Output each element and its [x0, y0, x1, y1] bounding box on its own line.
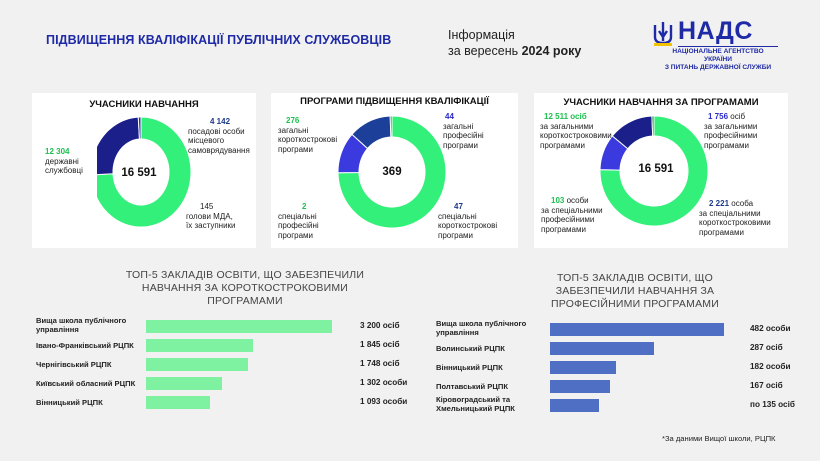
donut-slice-4 [389, 115, 393, 138]
panel1-title: УЧАСНИКИ НАВЧАННЯ [89, 99, 199, 110]
donut-participants-by-program [600, 115, 709, 227]
bar-label: Вища школа публічного управління [36, 316, 127, 334]
bar-value-label: 1 302 особи [360, 378, 408, 387]
bar [550, 342, 654, 355]
footnote: *За даними Вищої школи, РЦПК [662, 434, 776, 443]
panel2-title: ПРОГРАМИ ПІДВИЩЕННЯ КВАЛІФІКАЦІЇ [300, 96, 489, 107]
bar-label: Волинський РЦПК [436, 344, 505, 353]
donut3-total: 16 591 [638, 163, 674, 175]
bar-label: Івано-Франківський РЦПК [36, 341, 134, 350]
donut-hole [113, 139, 169, 205]
logo-divider [678, 46, 778, 47]
info-line1: Інформація [448, 28, 515, 42]
info-line2: за вересень 2024 року [448, 44, 582, 58]
p3-label-tr: 1 756 осіб за загальними професійними пр… [704, 112, 758, 150]
bar-value-label: 1 845 осіб [360, 340, 400, 349]
left-bars-title: ТОП-5 ЗАКЛАДІВ ОСВІТИ, ЩО ЗАБЕЗПЕЧИЛИ НА… [125, 269, 365, 307]
bar-value-label: 167 осіб [750, 381, 783, 390]
p2-label-tr: 44 загальні професійні програми [443, 112, 484, 150]
bar-value-label: 287 осіб [750, 343, 783, 352]
bar-label: Вінницький РЦПК [36, 398, 103, 407]
page-title: ПІДВИЩЕННЯ КВАЛІФІКАЦІЇ ПУБЛІЧНИХ СЛУЖБО… [46, 33, 392, 47]
p1-label-bottom: 145 голови МДА, їх заступники [186, 202, 236, 230]
bar [550, 399, 599, 412]
donut-programs [337, 115, 446, 229]
bar-value-label: 482 особи [750, 324, 791, 333]
bar-value-label: по 135 осіб [750, 400, 795, 409]
bar-value-label: 182 особи [750, 362, 791, 371]
info-year: 2024 року [521, 44, 582, 58]
bar-label: Полтавський РЦПК [436, 382, 508, 391]
p3-label-bl: 103 особи за спеціальними професійними п… [541, 196, 603, 234]
bar-chart-professional-programs: Вища школа публічного управління 482 особ… [430, 319, 810, 423]
bar-label: Чернігівський РЦПК [36, 360, 112, 369]
bar-value-label: 1 093 особи [360, 397, 408, 406]
donut1-total: 16 591 [121, 167, 157, 179]
bar [146, 377, 222, 390]
bar-label: Київський обласний РЦПК [36, 379, 136, 388]
trident-icon [653, 22, 673, 46]
bar [146, 358, 248, 371]
p3-label-br: 2 221 особа за спеціальними короткострок… [699, 199, 771, 237]
p2-label-bl: 2 спеціальні професійні програми [278, 202, 319, 240]
bar [146, 396, 210, 409]
donut-hole [620, 136, 688, 206]
bar-label: Вища школа публічного управління [436, 319, 527, 337]
report-period: Інформація за вересень 2024 року [448, 27, 581, 59]
donut-slice-4 [651, 115, 655, 137]
bar-value-label: 3 200 осіб [360, 321, 400, 330]
p1-label-left: 12 304 державні службовці [45, 147, 83, 175]
p1-label-right: 4 142 посадові особи місцевого самовряду… [188, 117, 250, 155]
panel3-title: УЧАСНИКИ НАВЧАННЯ ЗА ПРОГРАМАМИ [563, 97, 759, 108]
donut-hole [359, 137, 425, 207]
logo-text: НАДС [678, 17, 753, 45]
bar [146, 320, 332, 333]
bar-label: Кіровоградський та Хмельницький РЦПК [436, 395, 515, 413]
bar [550, 323, 724, 336]
logo-subtitle: НАЦІОНАЛЬНЕ АГЕНТСТВО УКРАЇНИ З ПИТАНЬ Д… [664, 48, 772, 71]
donut-participants [97, 116, 192, 228]
p3-label-tl: 12 511 осіб за загальними короткостроков… [540, 112, 612, 150]
bar [550, 361, 616, 374]
bar [550, 380, 611, 393]
bar-label: Вінницький РЦПК [436, 363, 503, 372]
p2-label-tl: 276 загальні короткострокові програми [278, 116, 338, 154]
bar [146, 339, 254, 352]
bar-value-label: 1 748 осіб [360, 359, 400, 368]
right-bars-title: ТОП-5 ЗАКЛАДІВ ОСВІТИ, ЩО ЗАБЕЗПЕЧИЛИ НА… [551, 272, 719, 310]
bar-chart-short-programs: Вища школа публічного управління 3 200 ос… [30, 316, 430, 420]
donut2-total: 369 [382, 166, 402, 178]
p2-label-br: 47 спеціальні короткострокові програми [438, 202, 498, 240]
